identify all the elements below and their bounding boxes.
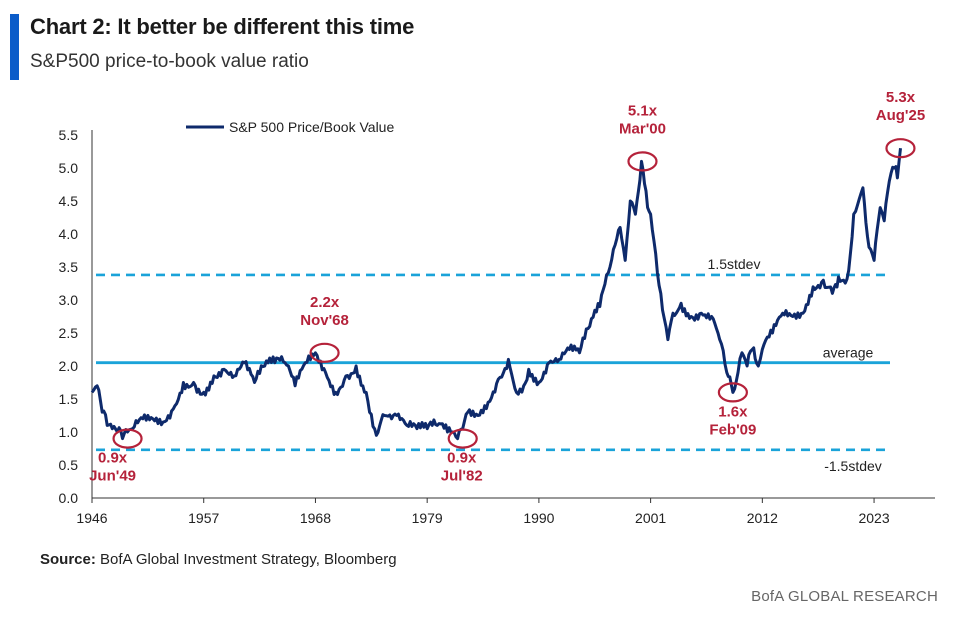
- annotation-circle-aug25: [885, 138, 916, 159]
- annotation-date-mar00: Mar'00: [619, 120, 666, 137]
- y-tick-label: 4.0: [59, 226, 79, 242]
- legend-label: S&P 500 Price/Book Value: [229, 119, 394, 135]
- y-tick-label: 5.5: [59, 127, 79, 143]
- source-label: Source:: [40, 551, 96, 568]
- y-tick-label: 2.0: [59, 358, 79, 374]
- x-tick-label: 1979: [412, 510, 443, 526]
- annotation-date-feb09: Feb'09: [709, 421, 756, 438]
- title-accent-bar: [10, 14, 19, 80]
- y-tick-label: 1.0: [59, 424, 79, 440]
- annotation-value-jun49: 0.9x: [98, 450, 128, 467]
- average-line-label: average: [823, 345, 874, 361]
- x-tick-label: 2012: [747, 510, 778, 526]
- x-tick-label: 2023: [858, 510, 889, 526]
- x-tick-label: 1968: [300, 510, 331, 526]
- annotation-circle-mar00: [627, 151, 658, 172]
- chart-title: Chart 2: It better be different this tim…: [30, 14, 415, 39]
- annotation-value-nov68: 2.2x: [310, 294, 340, 311]
- price-to-book-chart: 0.0 0.5 1.0 1.5 2.0 2.5 3.0 3.5 4.0 4.5 5.0 5.5 1946…: [59, 90, 935, 526]
- brand-footer: BofA GLOBAL RESEARCH: [751, 588, 938, 605]
- series-line-price-to-book: [90, 148, 902, 441]
- annotation-value-jul82: 0.9x: [447, 450, 477, 467]
- chart-subtitle: S&P500 price-to-book value ratio: [30, 51, 309, 72]
- annotation-circle-nov68: [309, 342, 340, 363]
- y-tick-label: 2.5: [59, 325, 79, 341]
- x-tick-label: 2001: [635, 510, 666, 526]
- annotation-date-aug25: Aug'25: [876, 107, 925, 124]
- y-tick-label: 0.5: [59, 457, 79, 473]
- annotation-date-jun49: Jun'49: [89, 468, 136, 485]
- y-tick-label: 3.5: [59, 259, 79, 275]
- y-tick-label: 0.0: [59, 490, 79, 506]
- y-tick-label: 4.5: [59, 193, 79, 209]
- x-tick-label: 1957: [188, 510, 219, 526]
- source-text: BofA Global Investment Strategy, Bloombe…: [100, 551, 397, 568]
- x-tick-label: 1946: [76, 510, 107, 526]
- annotation-value-feb09: 1.6x: [718, 403, 748, 420]
- source-note: Source: BofA Global Investment Strategy,…: [40, 551, 397, 568]
- annotation-date-nov68: Nov'68: [300, 312, 349, 329]
- minus-1-5-stdev-line-label: -1.5stdev: [824, 458, 882, 474]
- y-tick-label: 5.0: [59, 160, 79, 176]
- annotation-date-jul82: Jul'82: [441, 468, 483, 485]
- annotation-circle-feb09: [717, 382, 748, 403]
- y-tick-label: 3.0: [59, 292, 79, 308]
- annotation-circle-jun49: [112, 428, 143, 449]
- annotation-value-aug25: 5.3x: [886, 90, 916, 106]
- y-tick-label: 1.5: [59, 391, 79, 407]
- annotation-value-mar00: 5.1x: [628, 102, 658, 119]
- annotation-circle-jul82: [447, 428, 478, 449]
- x-tick-label: 1990: [523, 510, 554, 526]
- plus-1-5-stdev-line-label: 1.5stdev: [708, 256, 761, 272]
